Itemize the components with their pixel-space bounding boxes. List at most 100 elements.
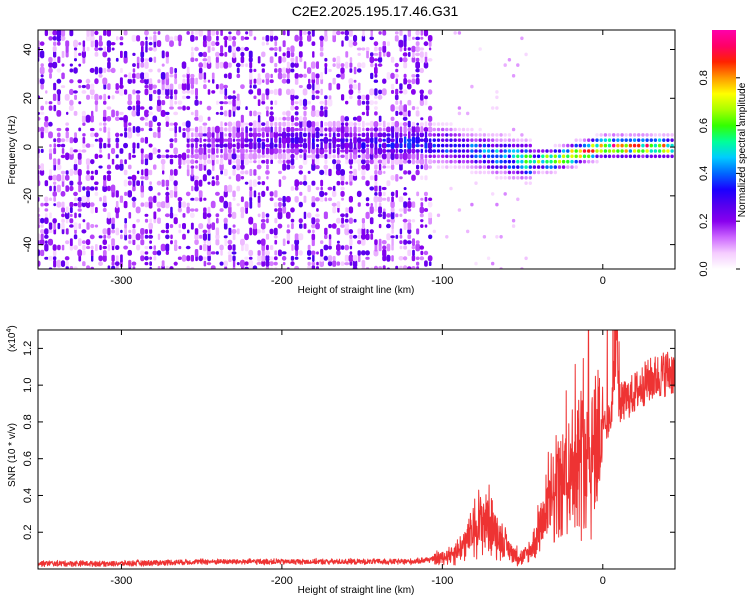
spectrogram-cell xyxy=(61,30,66,37)
spectrogram-cell xyxy=(365,100,370,105)
spectrogram-cell xyxy=(670,143,674,148)
spectrogram-cell xyxy=(616,143,620,148)
snr-scale-base: (x10 xyxy=(7,332,18,352)
spectrogram-cell xyxy=(461,127,466,132)
spectrogram-cell xyxy=(148,185,153,192)
spectrogram-cell xyxy=(382,197,387,201)
spectrogram-cell xyxy=(231,251,237,255)
spectrogram-cell xyxy=(207,181,211,185)
spectrogram-cell xyxy=(374,200,378,209)
spectrogram-cell xyxy=(257,159,261,164)
spectrogram-cell xyxy=(566,143,570,148)
spectrogram-cell xyxy=(424,196,428,202)
spectrogram-cell xyxy=(391,158,395,165)
spectrogram-cell xyxy=(286,233,291,241)
spectrogram-cell xyxy=(165,229,169,234)
spectrogram-cell xyxy=(341,217,344,224)
spectrogram-cell xyxy=(499,170,503,175)
spectrogram-cell xyxy=(78,85,82,89)
spectrogram-cell xyxy=(115,255,119,262)
spectrogram-cell xyxy=(144,122,149,127)
spectrogram-cell xyxy=(141,169,144,176)
spectrogram-cells xyxy=(38,30,674,269)
spectrogram-cell xyxy=(491,133,495,137)
spectrogram-cell xyxy=(223,190,228,198)
spectrogram-cell xyxy=(420,56,424,63)
spectrogram-cell xyxy=(287,143,290,148)
spectrogram-cell xyxy=(349,251,353,255)
spectrogram-cell xyxy=(174,190,178,198)
spectrogram-cell xyxy=(370,137,374,144)
spectrogram-cell xyxy=(215,41,220,46)
spectrogram-cell xyxy=(357,99,362,106)
spectrogram-cell xyxy=(666,149,670,153)
spectrogram-cell xyxy=(94,186,98,191)
spectrogram-cell xyxy=(395,110,399,116)
spectrogram-cell xyxy=(70,213,73,217)
spectrogram-cell xyxy=(203,143,207,148)
spectrogram-cell xyxy=(257,126,261,133)
spectrogram-cell xyxy=(290,207,295,213)
spectrogram-cell xyxy=(174,35,178,41)
spectrogram-cell xyxy=(194,239,199,246)
spectrogram-cell xyxy=(227,62,232,68)
spectrogram-cell xyxy=(290,261,295,266)
spectrogram-cell xyxy=(574,143,578,148)
spectrogram-cell xyxy=(136,99,141,106)
spectrogram-cell xyxy=(657,154,662,159)
spectrogram-cell xyxy=(290,45,295,53)
spectrogram-cell xyxy=(315,83,320,90)
spectrogram-cell xyxy=(40,233,44,240)
spectrogram-cell xyxy=(61,50,65,58)
spectrogram-cell xyxy=(503,176,507,180)
spectrogram-cell xyxy=(382,255,387,262)
spectrogram-cell xyxy=(211,222,215,230)
spectrogram-cell xyxy=(365,153,370,160)
spectrogram-cell xyxy=(194,148,199,153)
spectrogram-cell xyxy=(253,110,257,117)
spectrogram-cell xyxy=(211,30,216,36)
spectrogram-cell xyxy=(78,52,82,56)
spectrogram-cell xyxy=(198,72,203,80)
spectrogram-cell xyxy=(120,254,123,263)
spectrogram-cell xyxy=(103,179,107,187)
spectrogram-cell xyxy=(340,125,345,134)
spectrogram-cell xyxy=(257,115,261,123)
spectrogram-cell xyxy=(40,202,44,207)
spectrogram-cell xyxy=(52,218,57,224)
spectrogram-cell xyxy=(153,164,157,170)
spectrogram-cell xyxy=(369,175,374,181)
spectrogram-cell xyxy=(173,111,179,116)
spectrogram-cell xyxy=(153,34,157,42)
spectrogram-cell xyxy=(86,265,90,269)
colorbar-label: Normalized spectral amplitude xyxy=(737,82,748,217)
spectrogram-cell xyxy=(632,138,637,142)
spectrogram-cell xyxy=(402,109,408,118)
spectrogram-cell xyxy=(356,158,362,165)
spectrogram-cell xyxy=(524,170,528,175)
spectrogram-cell xyxy=(190,73,195,78)
spectrogram-cell xyxy=(185,191,191,197)
spectrogram-cell xyxy=(248,256,253,260)
spectrogram-cell xyxy=(428,234,433,240)
spectrogram-cell xyxy=(516,197,520,202)
spectrogram-cell xyxy=(386,219,391,223)
spectrogram-cell xyxy=(269,131,274,139)
spectrogram-cell xyxy=(327,98,333,107)
spectrogram-cell xyxy=(340,186,345,191)
spectrogram-cell xyxy=(374,174,378,181)
spectrogram-cell xyxy=(114,206,120,214)
spectrogram-cell xyxy=(240,147,245,155)
spectrogram-cell xyxy=(620,154,624,159)
spectrogram-cell xyxy=(256,132,262,137)
spectrogram-cell xyxy=(165,234,170,240)
spectrogram-cell xyxy=(190,154,195,159)
spectrogram-cell xyxy=(228,31,232,35)
spectrogram-cell xyxy=(403,239,407,245)
spectrogram-cell xyxy=(511,143,516,148)
spectrogram-cell xyxy=(160,72,166,80)
spectrogram-cell xyxy=(378,115,382,122)
spectrogram-cell xyxy=(115,245,120,250)
spectrogram-cell xyxy=(474,154,478,159)
spectrogram-cell xyxy=(48,229,53,234)
